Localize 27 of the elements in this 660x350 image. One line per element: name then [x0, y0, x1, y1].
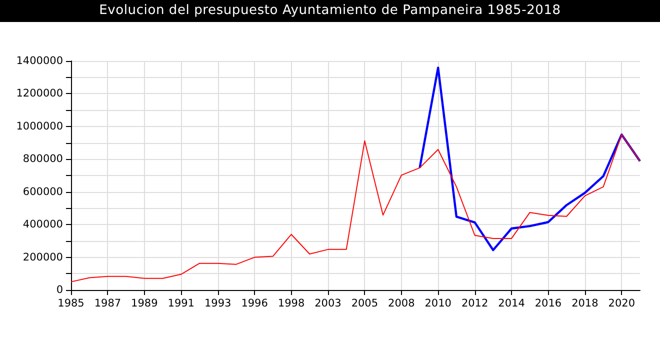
- x-tick-label: 2020: [608, 298, 636, 310]
- x-tick-label: 2008: [388, 298, 415, 310]
- x-tick-label: 1996: [241, 298, 268, 310]
- line-series: [418, 66, 642, 252]
- y-tick-label: 200000: [22, 251, 63, 264]
- y-tick-label: 600000: [22, 186, 63, 198]
- y-tick-label: 400000: [22, 218, 63, 231]
- x-tick-label: 2014: [498, 298, 526, 310]
- x-tick-label: 2018: [572, 298, 598, 310]
- y-tick-label: 1200000: [16, 88, 63, 100]
- x-tick-label: 2012: [461, 298, 488, 310]
- x-tick-label: 1987: [94, 298, 122, 310]
- line-series: [70, 134, 640, 282]
- y-tick-label: 1000000: [16, 120, 63, 132]
- x-tick-label: 1998: [278, 298, 305, 310]
- x-tick-label: 2005: [351, 298, 378, 310]
- x-tick-label: 2003: [314, 298, 342, 310]
- chart-title: Evolucion del presupuesto Ayuntamiento de Pampaneira 1985-2018: [0, 0, 660, 22]
- x-tick-label: 1989: [131, 298, 158, 310]
- y-tick-label: 1400000: [16, 55, 63, 67]
- x-tick-label: 1993: [204, 298, 232, 310]
- x-tick-label: 1985: [58, 298, 84, 310]
- x-tick-label: 2016: [534, 298, 562, 310]
- y-tick-label: 0: [56, 284, 63, 296]
- x-tick-label: 2010: [424, 298, 452, 310]
- y-tick-label: 800000: [22, 153, 63, 166]
- x-tick-label: 1991: [168, 298, 194, 310]
